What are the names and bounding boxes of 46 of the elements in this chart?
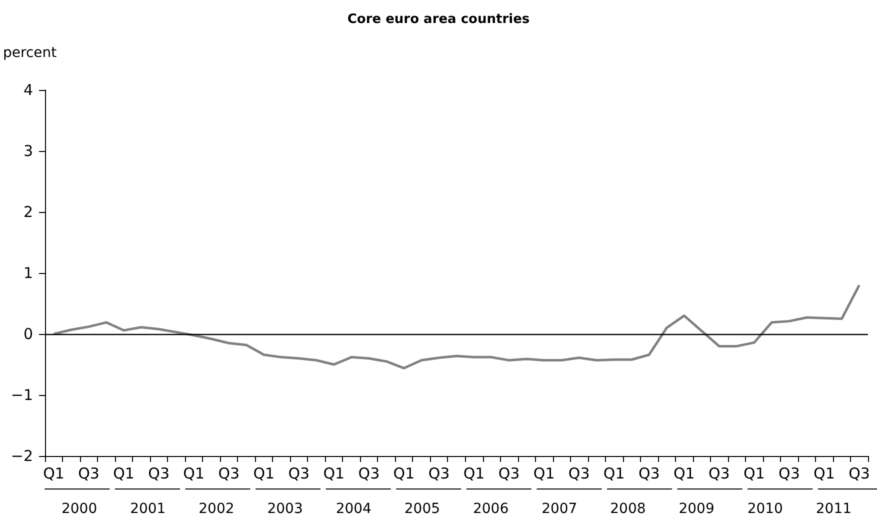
x-tick-label: Q3 (708, 464, 730, 482)
y-axis-title: percent (3, 45, 58, 61)
text: 2009 (678, 501, 714, 517)
x-tick-label: Q3 (148, 464, 170, 482)
text: 2001 (130, 501, 166, 517)
line-series (52, 284, 860, 370)
x-tick-label: Q1 (533, 464, 555, 482)
text: 2002 (198, 501, 234, 517)
x-tick-label: Q3 (778, 464, 800, 482)
x-tick-label: Q1 (113, 464, 134, 482)
y-tick-label: 4 (23, 81, 33, 99)
text: 2007 (542, 501, 578, 517)
x-tick-label: Q3 (848, 464, 870, 482)
x-tick-label: Q3 (218, 464, 240, 482)
y-tick-label: 0 (23, 325, 33, 343)
text: 2006 (472, 501, 509, 517)
text: 2011 (816, 501, 852, 517)
x-tick-label: Q3 (78, 464, 100, 482)
x-tick-label: Q1 (183, 464, 205, 482)
x-tick-label: Q3 (428, 464, 450, 482)
text: 2005 (404, 501, 440, 517)
y-tick-label: −2 (10, 447, 33, 465)
x-tick-label: Q1 (673, 464, 695, 482)
x-tick-label: Q3 (358, 464, 380, 482)
x-tick-label: Q1 (253, 464, 275, 482)
x-tick-label: Q1 (323, 464, 345, 482)
text: 2003 (267, 501, 303, 517)
x-tick-label: Q1 (744, 464, 765, 482)
x-tick-label: Q3 (568, 464, 590, 482)
x-tick-label: Q3 (638, 464, 660, 482)
text: 2004 (336, 501, 372, 517)
y-tick-label: −1 (10, 386, 33, 404)
x-tick-label: Q1 (393, 464, 415, 482)
y-tick-label: 3 (23, 142, 33, 160)
chart-title: Core euro area countries (347, 12, 530, 27)
y-tick-label: 1 (23, 264, 33, 282)
x-tick-label: Q1 (814, 464, 835, 482)
x-tick-label: Q1 (603, 464, 625, 482)
y-tick-label: 2 (23, 203, 33, 221)
x-tick-label: Q1 (43, 464, 64, 482)
x-tick-label: Q1 (463, 464, 485, 482)
x-tick-label: Q3 (288, 464, 310, 482)
x-tick-label: Q3 (498, 464, 520, 482)
text: 2008 (610, 501, 646, 517)
text: 2000 (61, 501, 98, 517)
text: 2010 (747, 501, 783, 517)
